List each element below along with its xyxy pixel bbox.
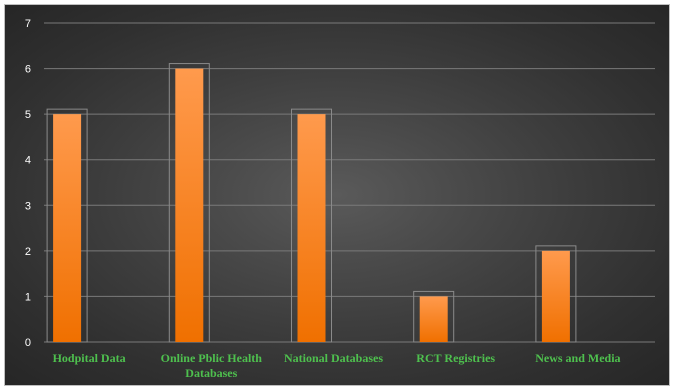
y-tick-label: 7 <box>25 18 31 30</box>
bar <box>541 250 570 342</box>
bar <box>53 114 82 343</box>
bar-chart: 0 1 2 3 4 5 6 7 Hodpital Data Online Pblic Healt… <box>25 18 655 380</box>
x-category-label: Online Pblic Health Databases <box>161 351 263 380</box>
x-category-label: National Databases <box>284 351 383 365</box>
chart-frame: 0 1 2 3 4 5 6 7 Hodpital Data Online Pblic Healt… <box>4 4 670 386</box>
x-category-label: RCT Registries <box>416 351 495 365</box>
y-tick-label: 2 <box>25 246 31 258</box>
y-tick-label: 3 <box>25 200 31 212</box>
y-axis-ticks: 0 1 2 3 4 5 6 7 <box>25 18 31 349</box>
bars <box>46 63 577 343</box>
y-tick-label: 5 <box>25 109 31 121</box>
y-tick-label: 4 <box>25 155 31 167</box>
gridlines <box>44 22 655 343</box>
y-tick-label: 0 <box>25 337 31 349</box>
x-category-label: Hodpital Data <box>53 351 126 365</box>
x-category-label: News and Media <box>535 351 620 365</box>
x-axis-labels: Hodpital Data Online Pblic Health Database… <box>53 351 621 380</box>
y-tick-label: 6 <box>25 64 31 76</box>
bar <box>297 114 326 343</box>
bar <box>175 68 204 343</box>
bar <box>419 296 448 342</box>
y-tick-label: 1 <box>25 291 31 303</box>
